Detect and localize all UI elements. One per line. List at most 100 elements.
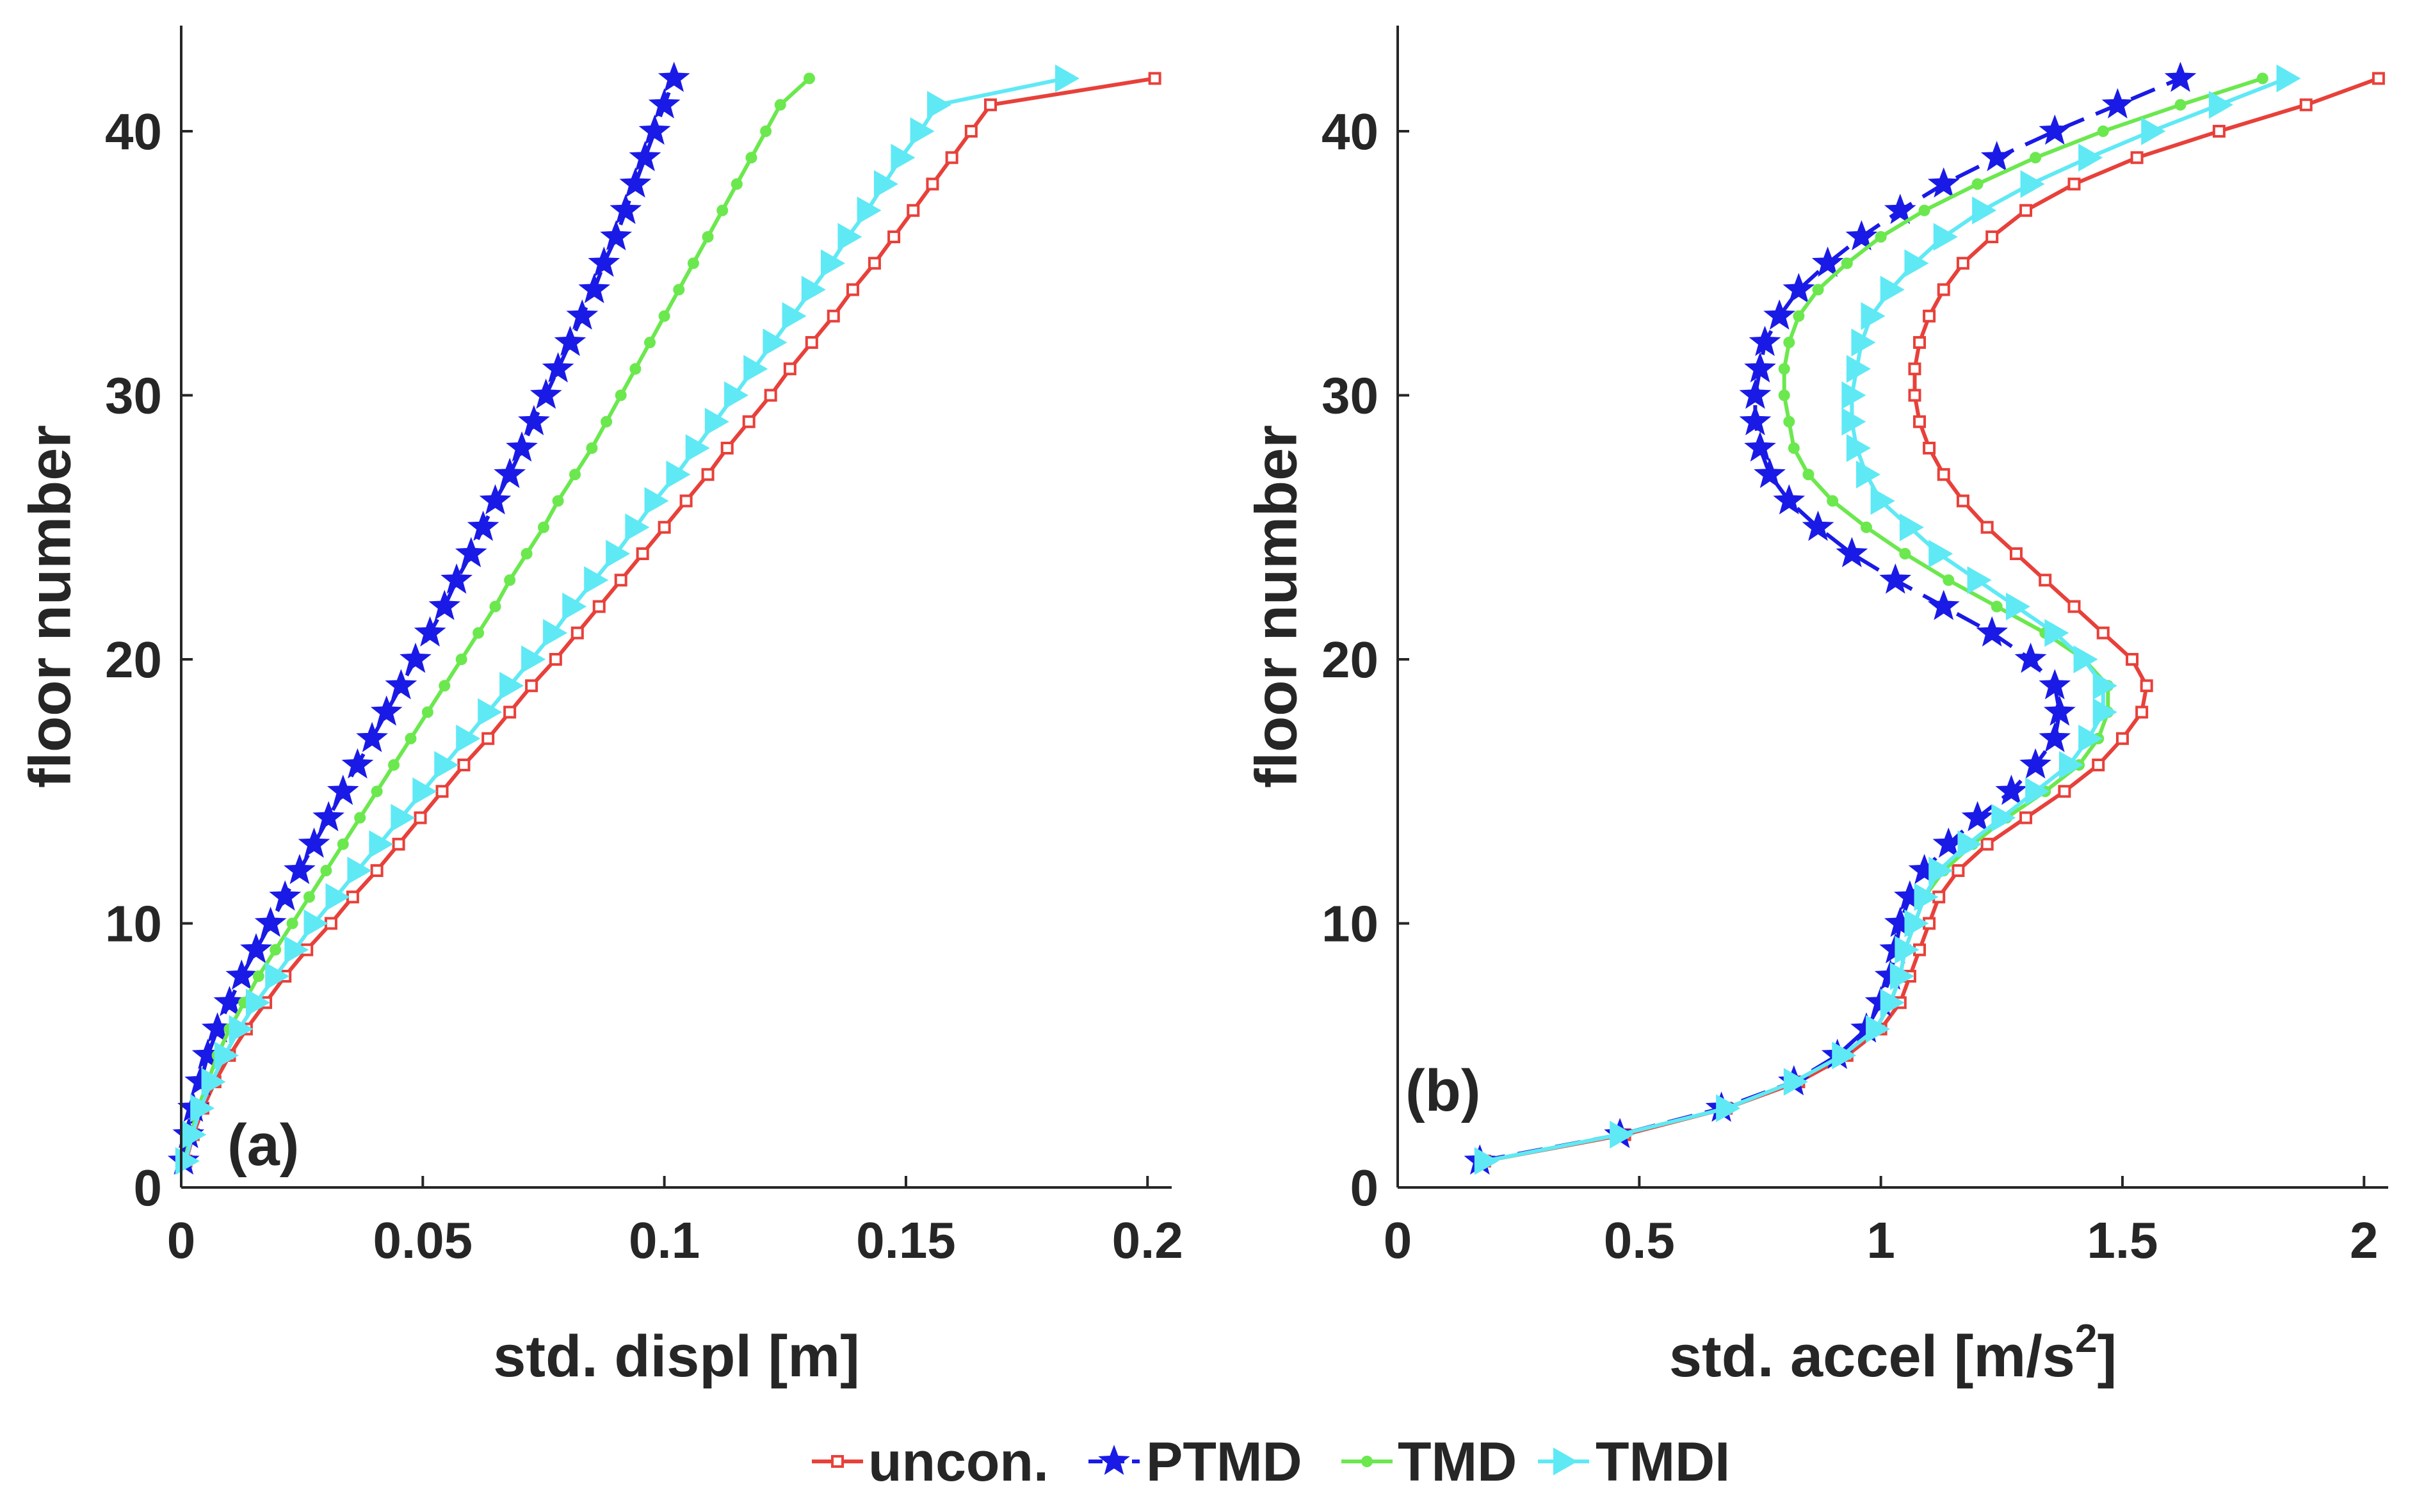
panel-b-series-uncon-point: [1908, 362, 1921, 376]
panel-a-series-tmdi-point: [724, 381, 749, 410]
panel-a-series-tmd-point: [320, 865, 332, 876]
panel-b-series-tmdi-point: [1841, 408, 1866, 436]
panel-a-series-tmdi-point: [584, 566, 609, 594]
panel-b-series-uncon-point: [2067, 600, 2081, 613]
panel-b-series-tmdi-point: [1832, 1042, 1857, 1070]
panel-b-series-ptmd-point: [1976, 616, 2009, 647]
panel-b-series-tmdi-point: [1904, 909, 1929, 938]
panel-a-series-tmdi-point: [369, 830, 394, 858]
panel-b-series-uncon-point: [2130, 151, 2144, 165]
panel-a-series-uncon-point: [457, 759, 471, 771]
panel-a-series-tmd-point: [643, 337, 656, 348]
panel-b-series-tmd-point: [2030, 152, 2042, 164]
panel-a-series-tmdi-point: [412, 777, 437, 805]
panel-a-series-ptmd-point: [638, 114, 671, 145]
panel-b-series-ptmd-point: [1845, 220, 1878, 251]
panel-b-y-tick-label: 40: [1322, 103, 1378, 160]
panel-b-series-tmd-point: [1793, 310, 1805, 322]
panel-b-series-ptmd-point: [1980, 141, 2013, 172]
panel-a-series-tmdi-point: [704, 408, 729, 436]
panel-b-series-ptmd-point: [1836, 536, 1868, 568]
panel-b-series-uncon-point: [1937, 283, 1950, 296]
panel-b-series-tmdi-point: [2044, 619, 2069, 647]
panel-a-series-tmd-point: [521, 548, 533, 559]
panel-b-y-tick-label: 30: [1322, 367, 1378, 424]
panel-b-series-ptmd-point: [2039, 721, 2071, 752]
panel-a-series-tmdi-point: [625, 513, 650, 542]
panel-b-series-uncon-point: [2039, 574, 2052, 587]
panel-b-series-tmdi-point: [2208, 91, 2233, 119]
panel-b-series-tmdi-point: [2025, 777, 2050, 805]
panel-b-series-tmd-point: [1875, 231, 1887, 243]
panel-b-y-tick-label: 20: [1322, 631, 1378, 688]
panel-a-series-uncon-point: [370, 864, 384, 877]
panel-a-series-ptmd-point: [441, 563, 473, 594]
panel-a-series-tmd-point: [760, 125, 772, 137]
panel-b-series-tmdi-point: [1914, 883, 1939, 911]
panel-b-series-uncon-point: [2019, 204, 2033, 217]
panel-b-series-tmd-point: [1991, 600, 2003, 613]
panel-b-series-ptmd-point: [1802, 510, 1834, 541]
panel-a-series-ptmd-point: [554, 325, 586, 357]
panel-a-series-tmdi-point: [782, 302, 807, 330]
legend-item-tmd: TMD: [1341, 1431, 1517, 1493]
legend-label-ptmd: PTMD: [1146, 1431, 1302, 1493]
panel-b-series-tmdi-point: [2020, 170, 2045, 198]
panel-a-series-ptmd-point: [370, 695, 403, 726]
legend-item-tmdi: TMDI: [1538, 1431, 1730, 1493]
panel-a-x-ticks: 0 0.05 0.1 0.15 0.2: [167, 1176, 1183, 1269]
panel-b-series-ptmd-point: [1754, 458, 1786, 488]
panel-a-x-tick-label: 0: [167, 1212, 196, 1269]
panel-b-series-tmd-point: [1841, 257, 1853, 269]
panel-b-series-ptmd-point: [1739, 405, 1772, 435]
panel-b-label: (b): [1405, 1058, 1480, 1123]
panel-a-series-tmd-point: [615, 389, 627, 401]
panel-a-series-ptmd-point: [578, 273, 611, 303]
panel-a-series-uncon-point: [414, 811, 427, 824]
panel-a-series-ptmd-point: [542, 352, 574, 383]
panel-b-series-tmdi-point: [2058, 751, 2083, 779]
panel-b-series-tmd-point: [1812, 284, 1824, 296]
panel-b-series-tmdi-point: [1841, 381, 1866, 410]
panel-b-series-uncon-point: [2009, 547, 2023, 560]
panel-b-series-uncon-point: [1956, 494, 1969, 508]
panel-a-series-ptmd-point: [648, 88, 681, 118]
panel-a-series-tmd-point: [504, 574, 516, 586]
panel-a-series-tmd-point: [286, 917, 298, 929]
panel-b-series-tmdi-point: [2092, 672, 2117, 700]
panel-b-series-tmd-point: [2256, 72, 2268, 84]
panel-a-series-tmd-point: [569, 469, 581, 481]
panel-b-series-tmdi-point: [2141, 117, 2166, 145]
panel-b-series-tmdi-point: [1957, 830, 1982, 858]
panel-b-series-ptmd-point: [1884, 193, 1916, 224]
panel-a-x-axis-label: std. displ [m]: [493, 1324, 859, 1389]
panel-a-y-tick-label: 40: [105, 103, 162, 160]
panel-a-series-tmdi-point: [456, 725, 481, 753]
panel-a-series-uncon-point: [392, 837, 405, 851]
panel-a-series-uncon-point: [764, 389, 777, 402]
panel-a-series-ptmd-point: [494, 458, 526, 488]
panel-a-series-uncon-point: [481, 732, 495, 745]
panel-b-series-uncon-point: [1980, 837, 1994, 851]
panel-b-series-tmdi-point: [2078, 143, 2103, 172]
panel-a-series-tmd-point: [687, 257, 699, 269]
panel-b-series-tmd-point: [1778, 389, 1790, 401]
panel-a-series-uncon-point: [636, 547, 649, 560]
panel-a-x-tick-label: 0.2: [1112, 1212, 1183, 1269]
panel-a-series-tmd-point: [716, 204, 729, 216]
panel-a-series-tmdi-point: [182, 1120, 207, 1149]
panel-a-series-tmdi-point: [303, 909, 328, 938]
panel-a-series-tmdi-point: [873, 170, 899, 198]
panel-a-series-ptmd-point: [213, 986, 246, 1017]
panel-b-series-uncon-point: [2126, 653, 2139, 666]
panel-b-series-tmdi: [1474, 64, 2301, 1175]
panel-b-x-axis-label-main: std. accel [m/s: [1669, 1324, 2075, 1389]
panel-a-series-uncon-point: [679, 494, 693, 508]
panel-b-series-uncon-point: [1913, 336, 1927, 349]
panel-a-series-tmdi-point: [284, 936, 309, 964]
panel-a-series-tmd-point: [731, 178, 743, 190]
panel-a-series-tmdi-point: [837, 223, 862, 251]
panel-a-series-uncon-point: [926, 177, 939, 191]
panel-a-series-tmd-point: [745, 152, 757, 164]
